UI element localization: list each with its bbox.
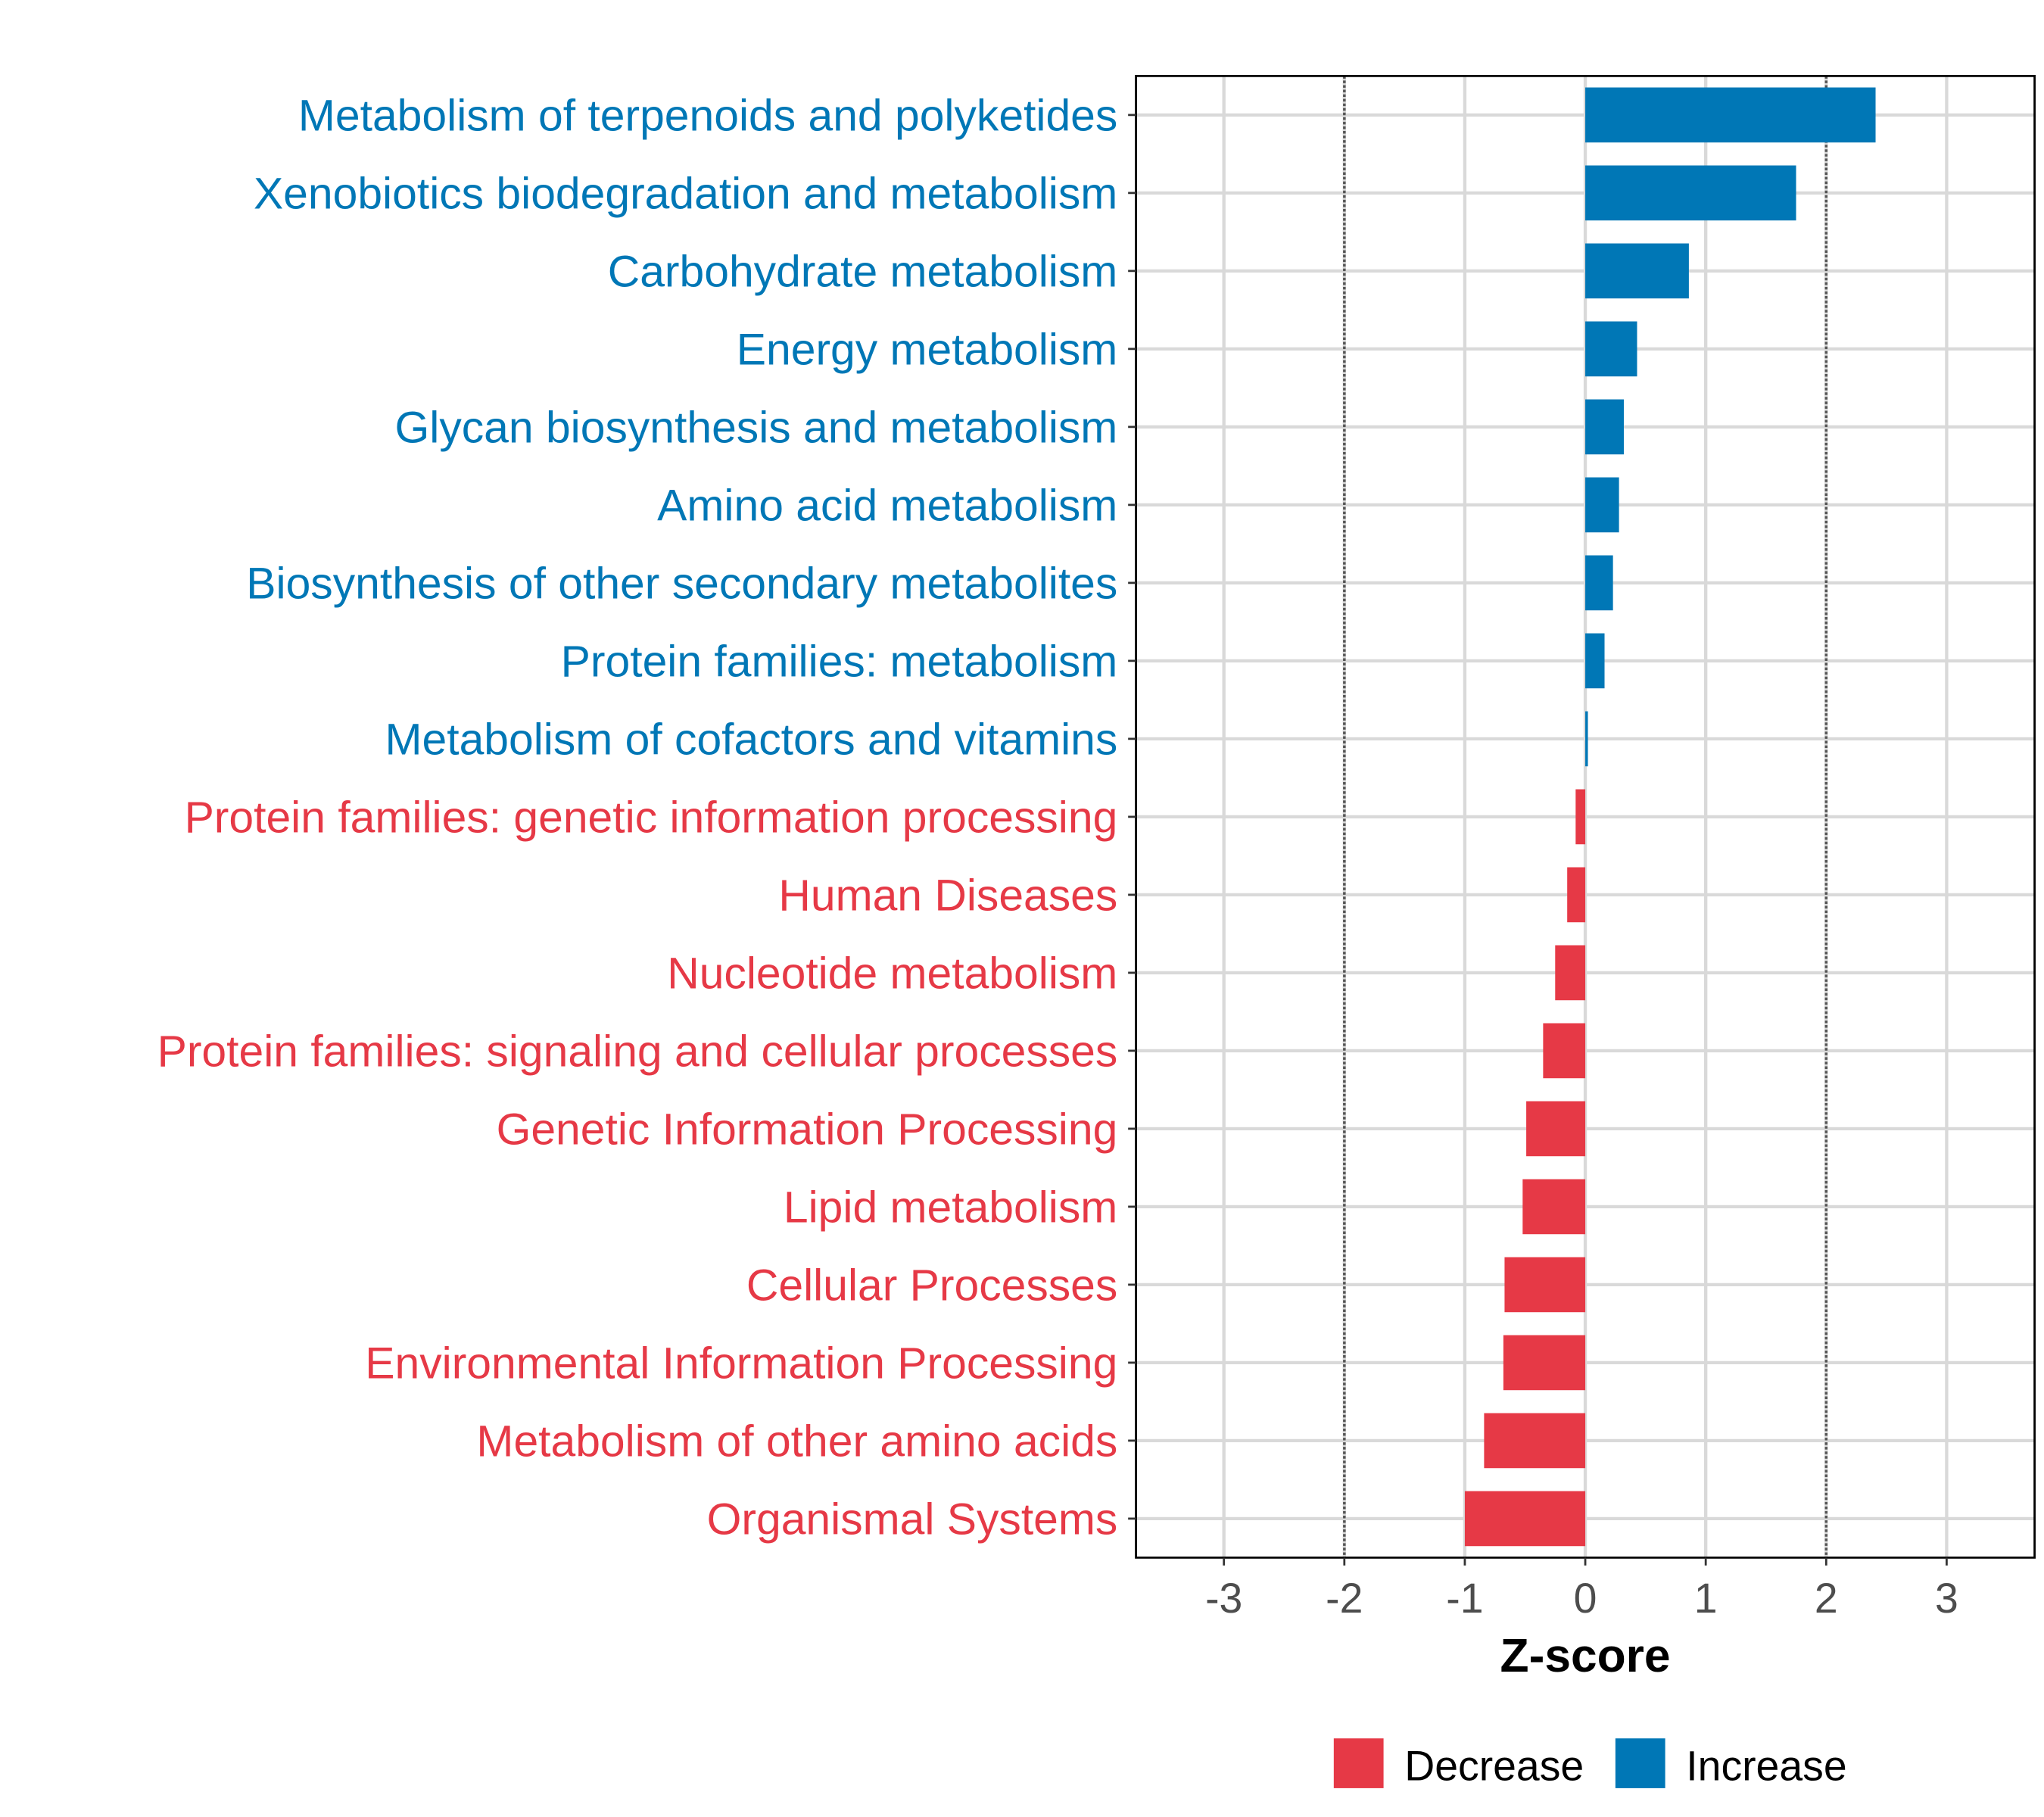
bar [1464, 1491, 1586, 1547]
bar [1585, 633, 1605, 689]
bar [1585, 711, 1588, 767]
legend-label-decrease: Decrease [1404, 1743, 1584, 1790]
x-tick-label: -3 [1205, 1575, 1242, 1622]
y-tick-label: Lipid metabolism [784, 1183, 1117, 1233]
bar [1585, 243, 1689, 299]
y-tick-label: Genetic Information Processing [497, 1105, 1118, 1155]
bar [1585, 165, 1796, 221]
y-tick-label: Metabolism of other amino acids [476, 1417, 1117, 1466]
bar [1522, 1179, 1586, 1235]
bar [1585, 555, 1613, 611]
bar [1585, 399, 1624, 455]
y-tick-label: Biosynthesis of other secondary metaboli… [246, 559, 1117, 609]
y-tick-label: Environmental Information Processing [365, 1339, 1117, 1388]
bar [1585, 477, 1619, 533]
y-tick-label: Cellular Processes [746, 1261, 1117, 1311]
y-tick-label: Metabolism of terpenoids and polyketides [298, 92, 1117, 141]
bars [1464, 87, 1876, 1547]
y-tick-label: Xenobiotics biodegradation and metabolis… [254, 170, 1117, 219]
bar [1504, 1257, 1586, 1313]
y-tick-label: Protein families: metabolism [561, 637, 1118, 687]
x-axis-title: Z-score [1500, 1630, 1671, 1682]
y-tick-label: Human Diseases [778, 871, 1117, 921]
y-tick-label: Metabolism of cofactors and vitamins [385, 715, 1118, 765]
legend-swatch-decrease [1333, 1738, 1384, 1788]
y-axis-labels: Metabolism of terpenoids and polyketides… [157, 92, 1136, 1544]
x-tick-label: -2 [1326, 1575, 1363, 1622]
y-tick-label: Organismal Systems [707, 1495, 1118, 1544]
legend-label-increase: Increase [1686, 1743, 1846, 1790]
y-tick-label: Protein families: signaling and cellular… [157, 1027, 1118, 1077]
x-axis-ticks: -3 -2 -1 0 1 2 3 [1205, 1557, 1958, 1622]
bar [1526, 1101, 1586, 1157]
y-tick-label: Glycan biosynthesis and metabolism [395, 404, 1118, 453]
bar [1484, 1413, 1586, 1469]
x-tick-label: -1 [1446, 1575, 1483, 1622]
bar [1575, 789, 1586, 845]
bar [1585, 321, 1637, 377]
y-tick-label: Nucleotide metabolism [667, 949, 1117, 999]
x-tick-label: 1 [1694, 1575, 1718, 1622]
y-tick-label: Carbohydrate metabolism [608, 248, 1118, 297]
bar [1585, 87, 1876, 143]
y-tick-label: Amino acid metabolism [657, 482, 1117, 531]
y-tick-label: Energy metabolism [737, 326, 1118, 375]
legend-swatch-increase [1615, 1738, 1665, 1788]
bar [1503, 1335, 1586, 1391]
x-tick-label: 3 [1935, 1575, 1958, 1622]
bar [1555, 945, 1586, 1001]
bar [1567, 867, 1586, 923]
legend: Decrease Increase [1333, 1738, 1847, 1790]
y-tick-label: Protein families: genetic information pr… [185, 793, 1118, 843]
x-tick-label: 0 [1574, 1575, 1597, 1622]
bar [1543, 1023, 1586, 1079]
x-tick-label: 2 [1815, 1575, 1838, 1622]
